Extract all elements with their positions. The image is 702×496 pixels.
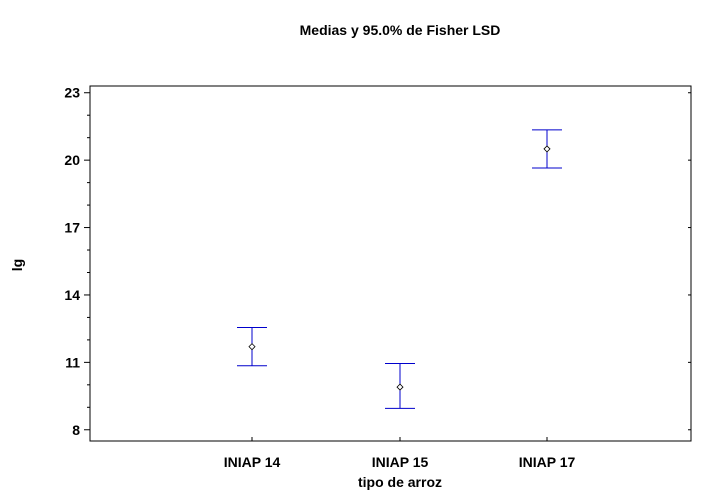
y-tick-label: 8 — [72, 422, 80, 438]
plot-frame — [89, 85, 692, 442]
x-tick-label: INIAP 15 — [372, 454, 429, 470]
y-tick-label: 14 — [64, 287, 80, 303]
x-axis: INIAP 14 INIAP 15 INIAP 17 — [224, 437, 576, 470]
y-tick-label: 23 — [64, 85, 80, 101]
interval-iniap-17 — [532, 129, 562, 169]
intervals — [237, 129, 562, 409]
x-tick-label: INIAP 17 — [519, 454, 576, 470]
y-tick-label: 11 — [65, 354, 80, 370]
chart-title: Medias y 95.0% de Fisher LSD — [300, 22, 501, 38]
interval-iniap-15 — [385, 362, 415, 409]
y-tick-label: 20 — [64, 152, 80, 168]
y-axis: 8 11 14 17 20 23 — [64, 85, 691, 438]
x-axis-label: tipo de arroz — [358, 474, 442, 490]
interval-iniap-14 — [237, 327, 267, 367]
mean-marker — [396, 383, 404, 391]
y-tick-label: 17 — [64, 220, 80, 236]
mean-marker — [543, 145, 551, 153]
y-axis-label: lg — [9, 259, 25, 271]
x-tick-label: INIAP 14 — [224, 454, 281, 470]
mean-marker — [248, 343, 256, 351]
